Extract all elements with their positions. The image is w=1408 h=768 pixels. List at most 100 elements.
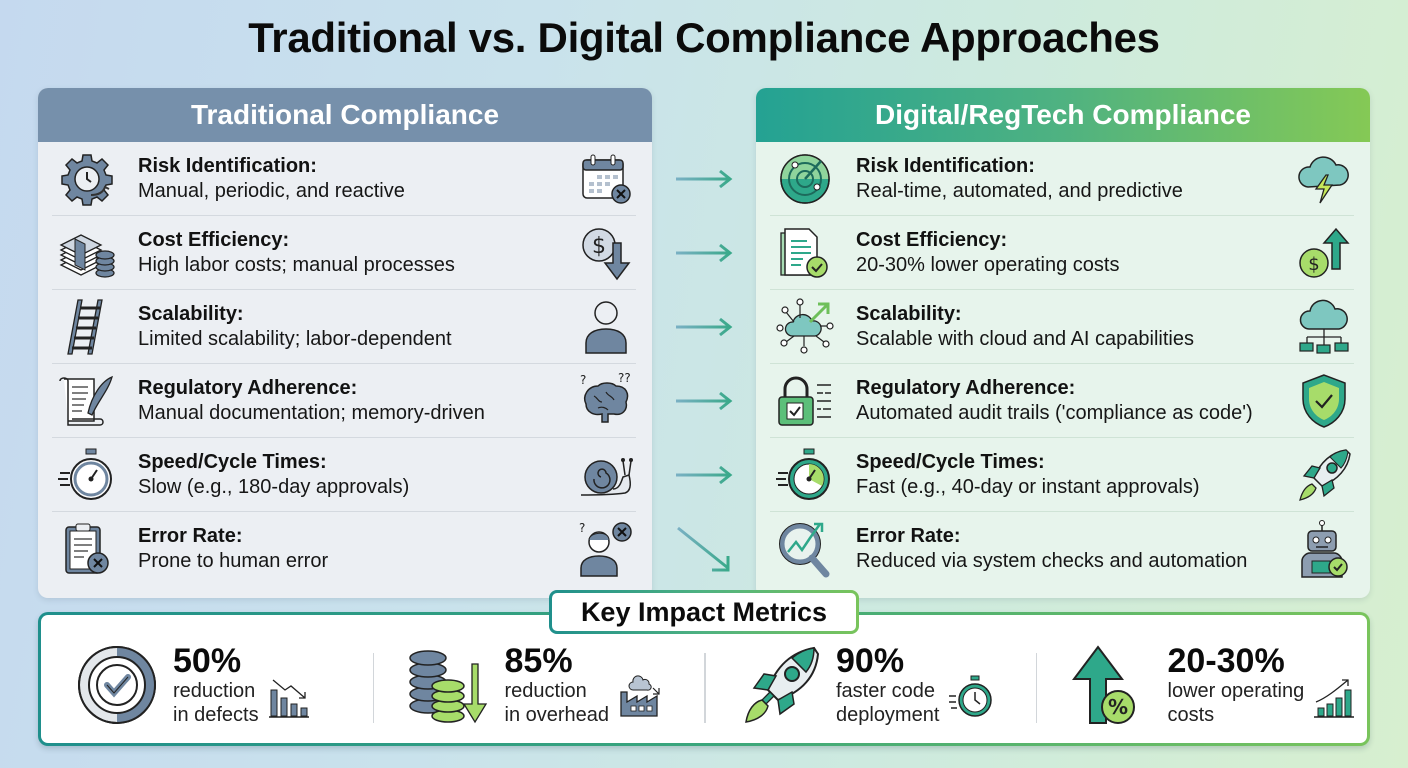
row-description: Slow (e.g., 180-day approvals)	[138, 475, 410, 498]
digital-row-speed: Speed/Cycle Times: Fast (e.g., 40-day or…	[770, 438, 1354, 512]
bar-chart-up-icon	[1314, 678, 1355, 723]
stopwatch-fast-icon	[770, 447, 840, 503]
row-label: Risk Identification:	[856, 154, 1035, 177]
digital-panel: Digital/RegTech Compliance Risk Identifi…	[756, 88, 1370, 598]
traditional-row-scalability: Scalability: Limited scalability; labor-…	[52, 290, 636, 364]
gear-clock-icon	[52, 151, 122, 207]
metric-overhead: 85% reduction in overhead	[372, 635, 705, 735]
metric-desc-line2: deployment	[836, 704, 940, 726]
dollar-down-icon: $	[576, 223, 636, 283]
metrics-panel: 50% reduction in defects 85% reduction i…	[38, 612, 1370, 746]
traditional-row-cost: Cost Efficiency: High labor costs; manua…	[52, 216, 636, 290]
dollar-up-icon: $	[1294, 223, 1354, 283]
metrics-title: Key Impact Metrics	[549, 590, 859, 634]
digital-row-regulatory: Regulatory Adherence: Automated audit tr…	[770, 364, 1354, 438]
row-label: Speed/Cycle Times:	[856, 450, 1045, 473]
row-label: Scalability:	[138, 302, 244, 325]
metric-operating-costs: % 20-30% lower operating costs	[1035, 635, 1368, 735]
stopwatch-icon	[52, 447, 122, 503]
arrow-right-icon	[652, 364, 756, 438]
row-label: Scalability:	[856, 302, 962, 325]
shield-check-icon	[1294, 371, 1354, 431]
money-stack-icon	[52, 225, 122, 281]
digital-row-risk: Risk Identification: Real-time, automate…	[770, 142, 1354, 216]
row-description: Scalable with cloud and AI capabilities	[856, 327, 1194, 350]
row-label: Cost Efficiency:	[856, 228, 1008, 251]
row-description: Manual, periodic, and reactive	[138, 179, 405, 202]
svg-text:?: ?	[579, 521, 585, 535]
metric-value: 20-30%	[1167, 642, 1285, 680]
row-description: Limited scalability; labor-dependent	[138, 327, 452, 350]
arrow-down-right-icon	[652, 512, 756, 586]
scroll-quill-icon	[52, 373, 122, 429]
row-description: Fast (e.g., 40-day or instant approvals)	[856, 475, 1200, 498]
arrow-right-icon	[652, 142, 756, 216]
row-label: Cost Efficiency:	[138, 228, 290, 251]
row-description: Automated audit trails ('compliance as c…	[856, 401, 1253, 424]
row-description: Manual documentation; memory-driven	[138, 401, 485, 424]
metric-defects: 50% reduction in defects	[41, 635, 373, 735]
metric-desc-line1: faster code	[836, 680, 935, 702]
robot-check-icon	[1294, 519, 1354, 579]
cloud-network-icon	[770, 297, 840, 355]
metric-desc-line1: reduction	[173, 680, 256, 702]
row-label: Error Rate:	[856, 525, 961, 547]
document-check-icon	[770, 225, 840, 281]
database-down-icon	[405, 641, 493, 729]
stopwatch-icon	[949, 674, 993, 723]
traditional-header: Traditional Compliance	[38, 88, 652, 142]
row-description: 20-30% lower operating costs	[856, 253, 1120, 276]
radar-icon	[770, 151, 840, 207]
digital-row-scalability: Scalability: Scalable with cloud and AI …	[770, 290, 1354, 364]
metric-value: 50%	[173, 642, 242, 680]
digital-row-cost: Cost Efficiency: 20-30% lower operating …	[770, 216, 1354, 290]
metric-desc-line2: in defects	[173, 704, 259, 726]
traditional-row-error: Error Rate: Prone to human error ?	[52, 512, 636, 586]
person-icon	[576, 297, 636, 357]
magnifier-chart-icon	[770, 521, 840, 578]
factory-icon	[619, 674, 661, 723]
clipboard-x-icon	[52, 521, 122, 577]
calendar-x-icon	[576, 149, 636, 209]
traditional-row-speed: Speed/Cycle Times: Slow (e.g., 180-day a…	[52, 438, 636, 512]
row-label: Speed/Cycle Times:	[138, 450, 327, 473]
rocket-icon	[736, 641, 824, 729]
comparison-arrows	[652, 142, 756, 586]
cloud-devices-icon	[1294, 297, 1354, 357]
traditional-panel: Traditional Compliance Risk Identificati…	[38, 88, 652, 598]
metric-deployment: 90% faster code deployment	[704, 635, 1036, 735]
page-title: Traditional vs. Digital Compliance Appro…	[248, 14, 1160, 61]
bar-chart-down-icon	[268, 678, 309, 723]
digital-row-error: Error Rate: Reduced via system checks an…	[770, 512, 1354, 586]
arrow-up-percent-icon: %	[1068, 641, 1156, 729]
snail-icon	[576, 445, 636, 505]
row-label: Regulatory Adherence:	[138, 376, 358, 399]
traditional-row-regulatory: Regulatory Adherence: Manual documentati…	[52, 364, 636, 438]
metric-value: 85%	[504, 642, 573, 680]
ladder-icon	[52, 298, 122, 355]
svg-text:??: ??	[618, 372, 631, 385]
row-label: Risk Identification:	[138, 154, 317, 177]
cloud-bolt-icon	[1294, 149, 1354, 209]
lock-check-icon	[770, 373, 840, 429]
rocket-icon	[1294, 445, 1354, 505]
svg-text:$: $	[1308, 254, 1319, 275]
arrow-right-icon	[652, 216, 756, 290]
metric-desc-line2: in overhead	[504, 704, 610, 726]
confused-person-icon: ?	[576, 519, 636, 579]
svg-text:%: %	[1107, 695, 1127, 719]
svg-text:$: $	[592, 234, 606, 259]
metric-desc-line1: reduction	[504, 680, 587, 702]
row-label: Regulatory Adherence:	[856, 376, 1076, 399]
metric-desc-line1: lower operating	[1167, 680, 1305, 702]
row-label: Error Rate:	[138, 525, 243, 547]
check-circle-icon	[73, 641, 161, 729]
row-description: Prone to human error	[138, 550, 329, 572]
arrow-right-icon	[652, 290, 756, 364]
row-description: Reduced via system checks and automation	[856, 550, 1248, 572]
metric-desc-line2: costs	[1167, 704, 1215, 726]
arrow-right-icon	[652, 438, 756, 512]
metric-value: 90%	[836, 642, 905, 680]
digital-header: Digital/RegTech Compliance	[756, 88, 1370, 142]
row-description: High labor costs; manual processes	[138, 253, 455, 276]
